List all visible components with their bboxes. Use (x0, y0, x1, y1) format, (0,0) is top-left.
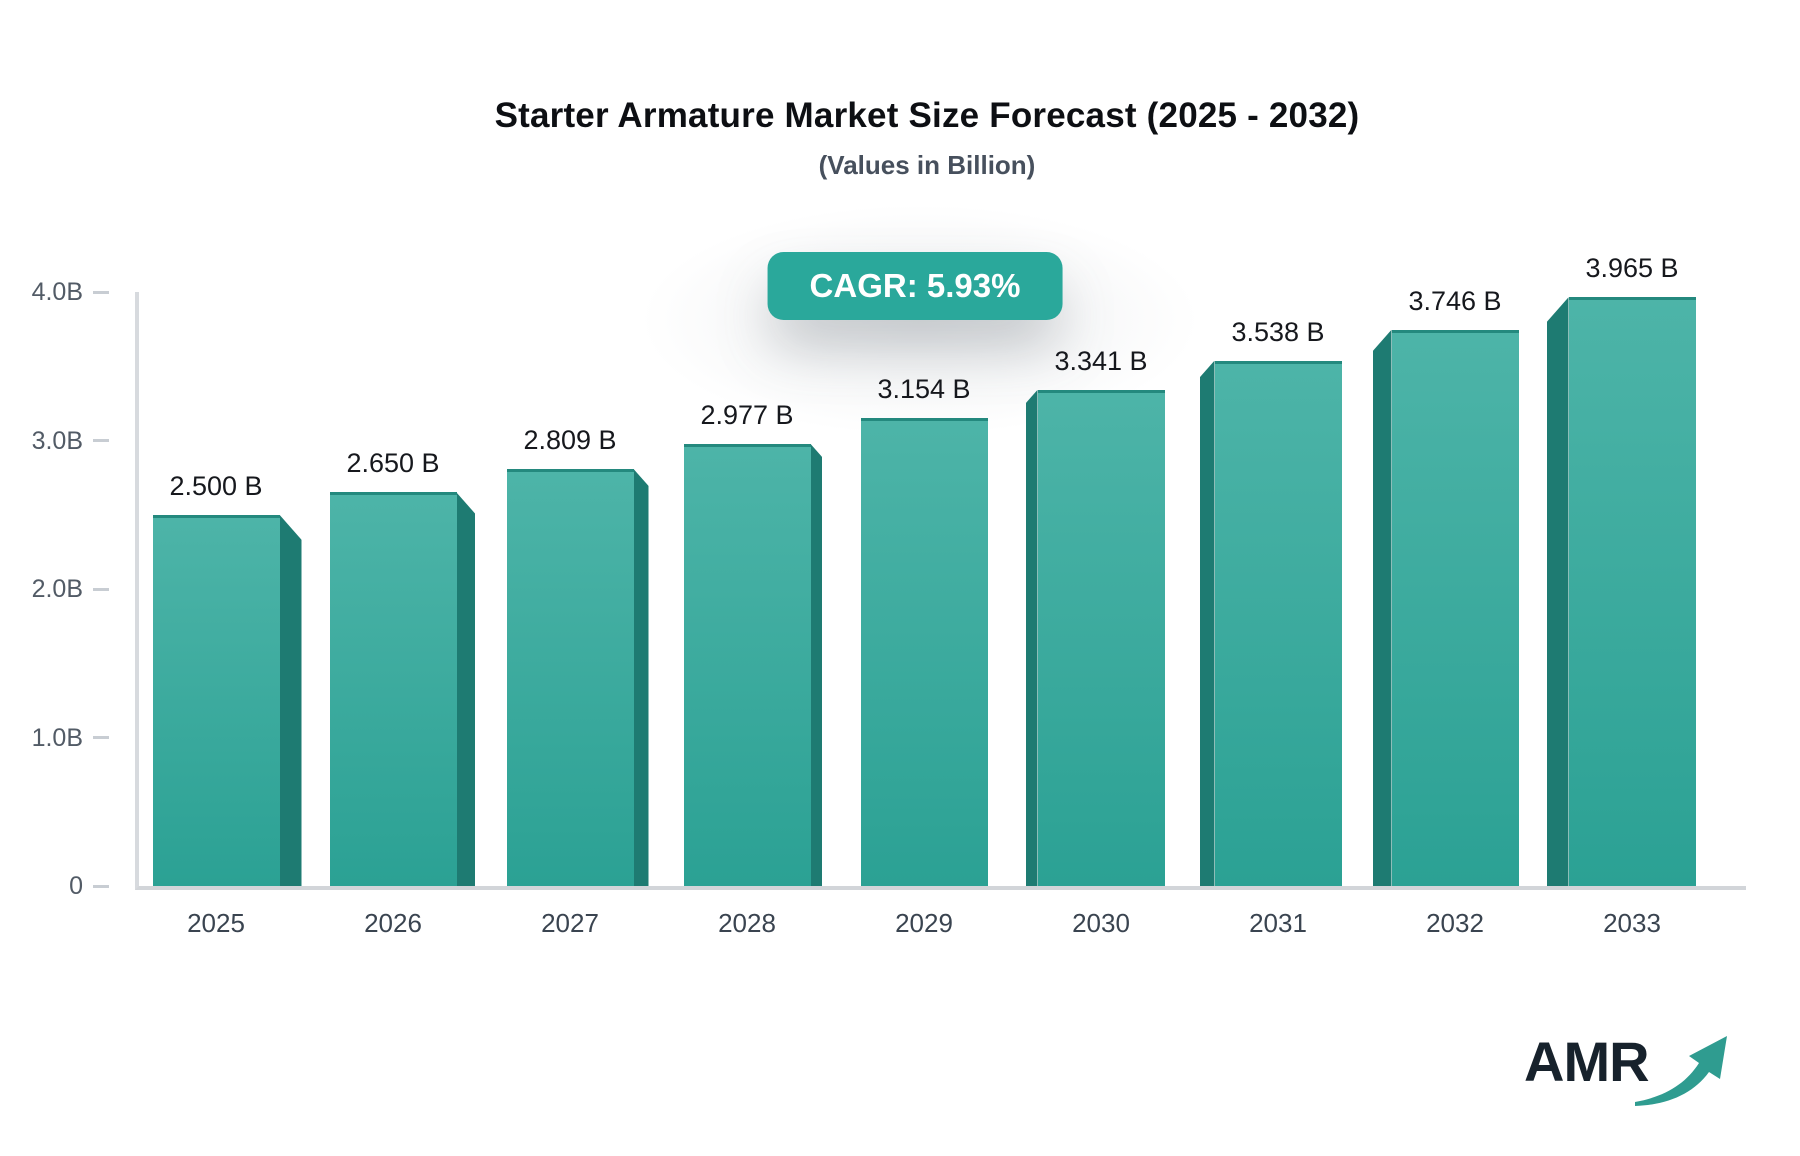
x-axis-label: 2028 (718, 908, 776, 938)
bar-2033: 3.965 B 2033 (1546, 253, 1696, 938)
bar-value-label: 3.154 B (877, 373, 971, 404)
x-axis-label: 2031 (1249, 908, 1307, 938)
bar-face (329, 492, 457, 886)
y-tick-mark (93, 290, 109, 294)
bar-3d-side (1373, 329, 1392, 886)
bar-2031: 3.538 B 2031 (1199, 317, 1342, 938)
amr-logo: AMR (1524, 1034, 1733, 1110)
bar-value-label: 3.965 B (1585, 253, 1679, 284)
chart-subtitle: (Values in Billion) (818, 150, 1036, 180)
bar-2029: 3.154 B 2029 (860, 374, 988, 938)
bar-2028: 2.977 B 2028 (683, 400, 822, 938)
y-tick-label: 0 (69, 872, 83, 900)
bar-face (506, 468, 634, 886)
bar-2027: 2.809 B 2027 (506, 425, 649, 938)
bar-value-label: 2.977 B (700, 399, 794, 430)
y-tick-mark (93, 587, 109, 591)
bar-face (1037, 389, 1165, 886)
bar-3d-side (810, 443, 822, 886)
bar-value-label: 3.538 B (1231, 316, 1325, 347)
y-tick-label: 3.0B (31, 426, 83, 455)
x-axis-label: 2033 (1603, 908, 1661, 938)
y-tick-label: 1.0B (31, 723, 83, 752)
bar-value-label: 2.650 B (346, 448, 440, 479)
bar-face (683, 443, 811, 886)
bar-3d-side (279, 514, 302, 886)
bar-face (1214, 360, 1342, 886)
cagr-badge-label: CAGR: 5.93% (809, 267, 1021, 304)
bar-value-label: 2.809 B (523, 424, 617, 455)
amr-logo-text: AMR (1524, 1030, 1650, 1093)
bar-value-label: 3.746 B (1408, 285, 1502, 316)
trend-up-arrow-icon (1634, 1036, 1727, 1106)
bar-2030: 3.341 B 2030 (1026, 346, 1165, 938)
y-tick-mark (93, 736, 109, 739)
bar-face (152, 514, 280, 886)
x-axis-label: 2030 (1072, 908, 1130, 938)
bar-3d-side (1199, 360, 1215, 886)
y-tick-mark (93, 884, 109, 888)
bar-2032: 3.746 B 2032 (1373, 286, 1519, 938)
bar-3d-side (1026, 389, 1038, 886)
y-tick-label: 2.0B (31, 575, 83, 603)
x-axis-label: 2027 (541, 908, 599, 938)
cagr-badge: CAGR: 5.93% (767, 252, 1063, 320)
bar-face (860, 417, 988, 886)
bar-3d-side (633, 468, 649, 886)
x-axis-label: 2032 (1426, 908, 1484, 938)
bar-3d-side (456, 492, 475, 886)
bar-face (1568, 297, 1696, 886)
x-axis-label: 2026 (364, 908, 422, 938)
plot-area: 0 1.0B 2.0B 3.0B 4.0B 2.500 B 2025 2.650 B 2026… (32, 253, 1746, 938)
y-tick-label: 4.0B (31, 278, 83, 306)
bar-2025: 2.500 B 2025 (152, 471, 302, 938)
x-axis-label: 2025 (187, 908, 245, 938)
x-axis-label: 2029 (895, 908, 953, 938)
bar-value-label: 2.500 B (169, 470, 263, 501)
bar-3d-side (1546, 297, 1569, 886)
bar-value-label: 3.341 B (1054, 345, 1148, 376)
bar-face (1391, 329, 1519, 886)
chart-title: Starter Armature Market Size Forecast (2… (494, 96, 1360, 135)
y-tick-mark (93, 439, 109, 442)
bar-2026: 2.650 B 2026 (329, 448, 475, 938)
